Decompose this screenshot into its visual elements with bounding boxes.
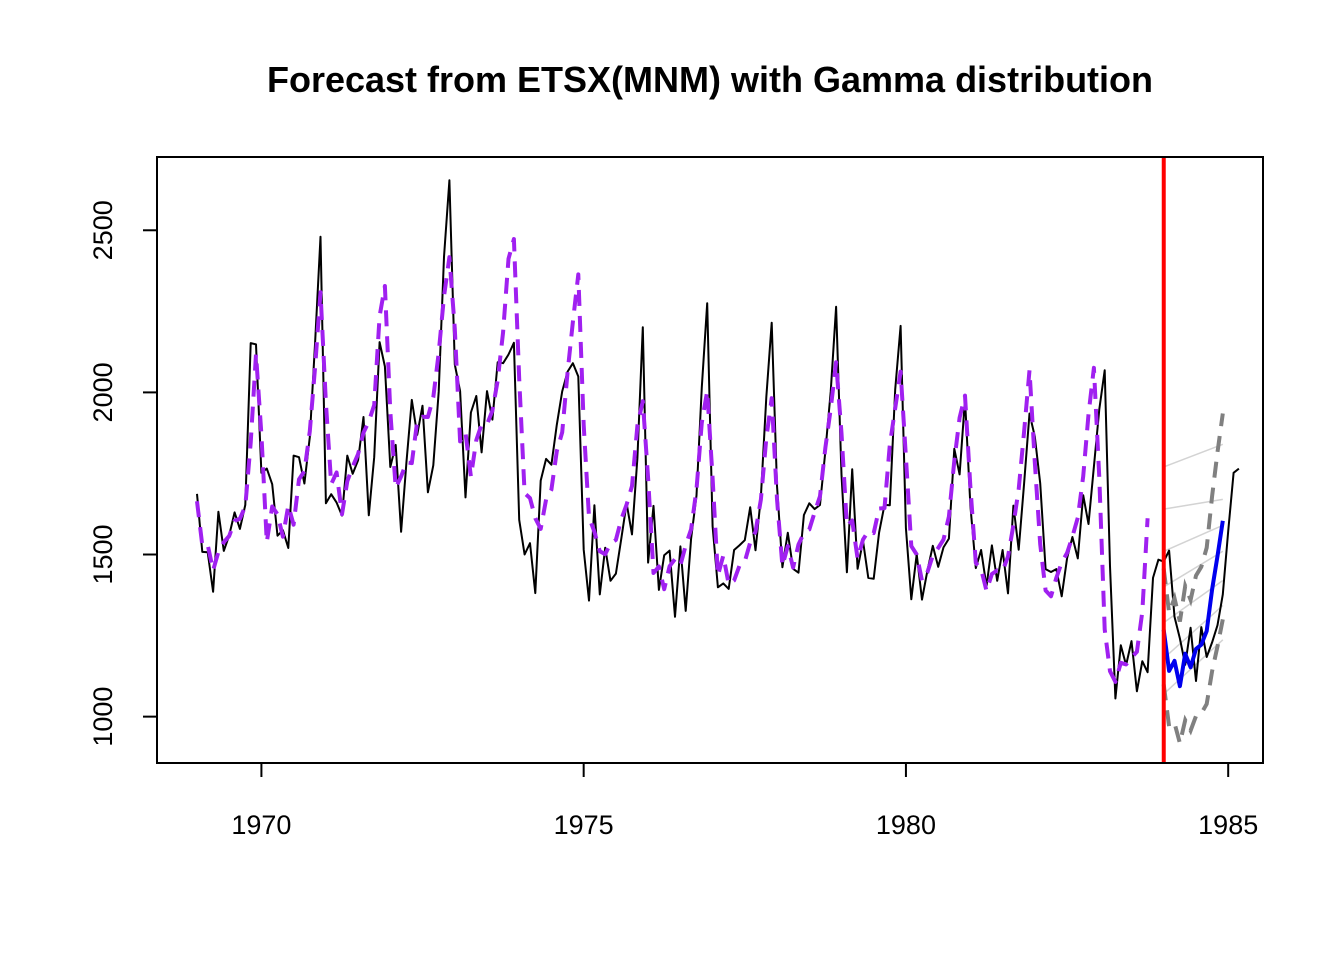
x-tick-label-1980: 1980 — [876, 810, 936, 840]
plot-area — [195, 157, 1240, 763]
y-tick-label-1500: 1500 — [88, 524, 118, 584]
y-tick-label-2000: 2000 — [88, 362, 118, 422]
interval-fan-line-6 — [1163, 498, 1223, 510]
interval-fan-line-4 — [1163, 550, 1224, 588]
fitted-series-line — [195, 237, 1150, 684]
interval-lower-line — [1161, 619, 1225, 744]
chart-title: Forecast from ETSX(MNM) with Gamma distr… — [267, 59, 1153, 100]
axes: 1970 1975 1980 1985 1000 1500 2000 2500 — [88, 156, 1264, 840]
x-tick-label-1970: 1970 — [231, 810, 291, 840]
x-tick-label-1975: 1975 — [554, 810, 614, 840]
interval-fan-line-5 — [1163, 524, 1224, 552]
interval-fan-line-1 — [1163, 639, 1224, 695]
x-tick-label-1985: 1985 — [1198, 810, 1258, 840]
interval-fan-line-2 — [1163, 604, 1224, 659]
interval-upper-line — [1161, 413, 1225, 623]
y-tick-label-2500: 2500 — [88, 200, 118, 260]
forecast-series-line — [1161, 520, 1225, 689]
y-tick-label-1000: 1000 — [88, 687, 118, 747]
actual-series-line — [196, 179, 1240, 700]
interval-fan-line-7 — [1163, 443, 1224, 468]
